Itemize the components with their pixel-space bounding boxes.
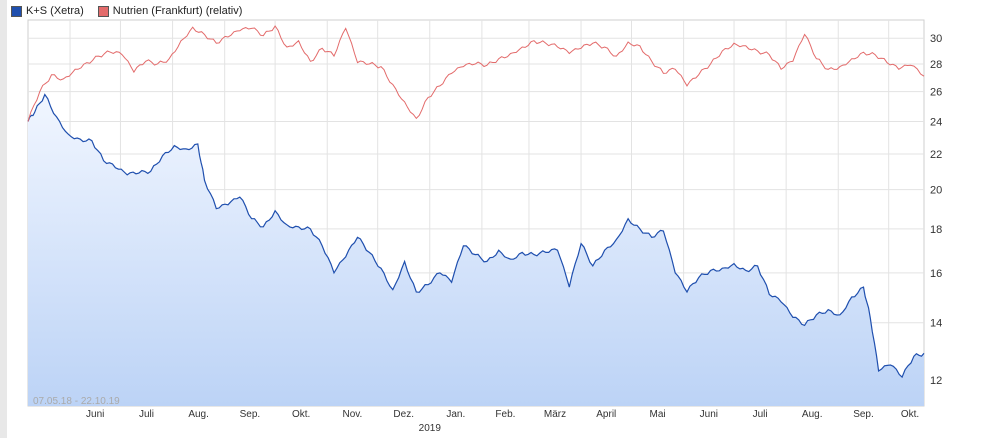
y-tick-label: 30 bbox=[930, 33, 942, 45]
series-line-nutrien bbox=[27, 25, 925, 122]
x-tick-label: Juli bbox=[139, 409, 154, 420]
y-tick-label: 18 bbox=[930, 224, 942, 236]
x-tick-label: Juni bbox=[86, 409, 104, 420]
legend-label-nutrien: Nutrien (Frankfurt) (relativ) bbox=[112, 5, 243, 17]
y-tick-label: 16 bbox=[930, 268, 942, 280]
x-tick-label: März bbox=[544, 409, 566, 420]
x-tick-label: Jan. bbox=[446, 409, 465, 420]
x-tick-label: Dez. bbox=[393, 409, 414, 420]
x-tick-label: Aug. bbox=[188, 409, 209, 420]
series-area-ks bbox=[28, 94, 924, 406]
y-tick-label: 26 bbox=[930, 87, 942, 99]
x-tick-label: Juli bbox=[753, 409, 768, 420]
y-axis: 12 14 16 18 20 22 24 26 28 30 bbox=[930, 33, 942, 387]
series-line-ks bbox=[27, 93, 925, 379]
x-tick-label: Mai bbox=[649, 409, 665, 420]
y-tick-label: 28 bbox=[930, 59, 942, 71]
x-axis: Juni Juli Aug. Sep. Okt. Nov. Dez. Jan. Feb. März… bbox=[86, 409, 919, 434]
x-tick-label: Nov. bbox=[343, 409, 363, 420]
area-fill bbox=[28, 94, 924, 406]
legend-item-ks[interactable]: K+S (Xetra) bbox=[11, 5, 84, 17]
y-tick-label: 20 bbox=[930, 185, 942, 197]
x-tick-label: Aug. bbox=[802, 409, 823, 420]
legend-label-ks: K+S (Xetra) bbox=[26, 5, 84, 17]
x-tick-label: Okt. bbox=[292, 409, 310, 420]
x-year-label: 2019 bbox=[419, 423, 442, 434]
x-tick-label: Feb. bbox=[495, 409, 515, 420]
x-tick-label: April bbox=[596, 409, 616, 420]
legend: K+S (Xetra) Nutrien (Frankfurt) (relativ… bbox=[11, 5, 242, 17]
y-tick-label: 14 bbox=[930, 318, 942, 330]
legend-swatch-ks bbox=[11, 5, 22, 17]
x-tick-label: Juni bbox=[700, 409, 718, 420]
x-tick-label: Sep. bbox=[240, 409, 261, 420]
y-tick-label: 22 bbox=[930, 149, 942, 161]
y-tick-label: 12 bbox=[930, 375, 942, 387]
date-range-label: 07.05.18 - 22.10.19 bbox=[33, 396, 120, 407]
legend-item-nutrien[interactable]: Nutrien (Frankfurt) (relativ) bbox=[97, 5, 243, 17]
legend-swatch-nutrien bbox=[97, 5, 109, 17]
left-scroll-strip bbox=[0, 0, 7, 438]
x-tick-label: Okt. bbox=[901, 409, 919, 420]
series-lines bbox=[27, 25, 925, 379]
y-tick-label: 24 bbox=[930, 117, 942, 129]
x-tick-label: Sep. bbox=[853, 409, 874, 420]
